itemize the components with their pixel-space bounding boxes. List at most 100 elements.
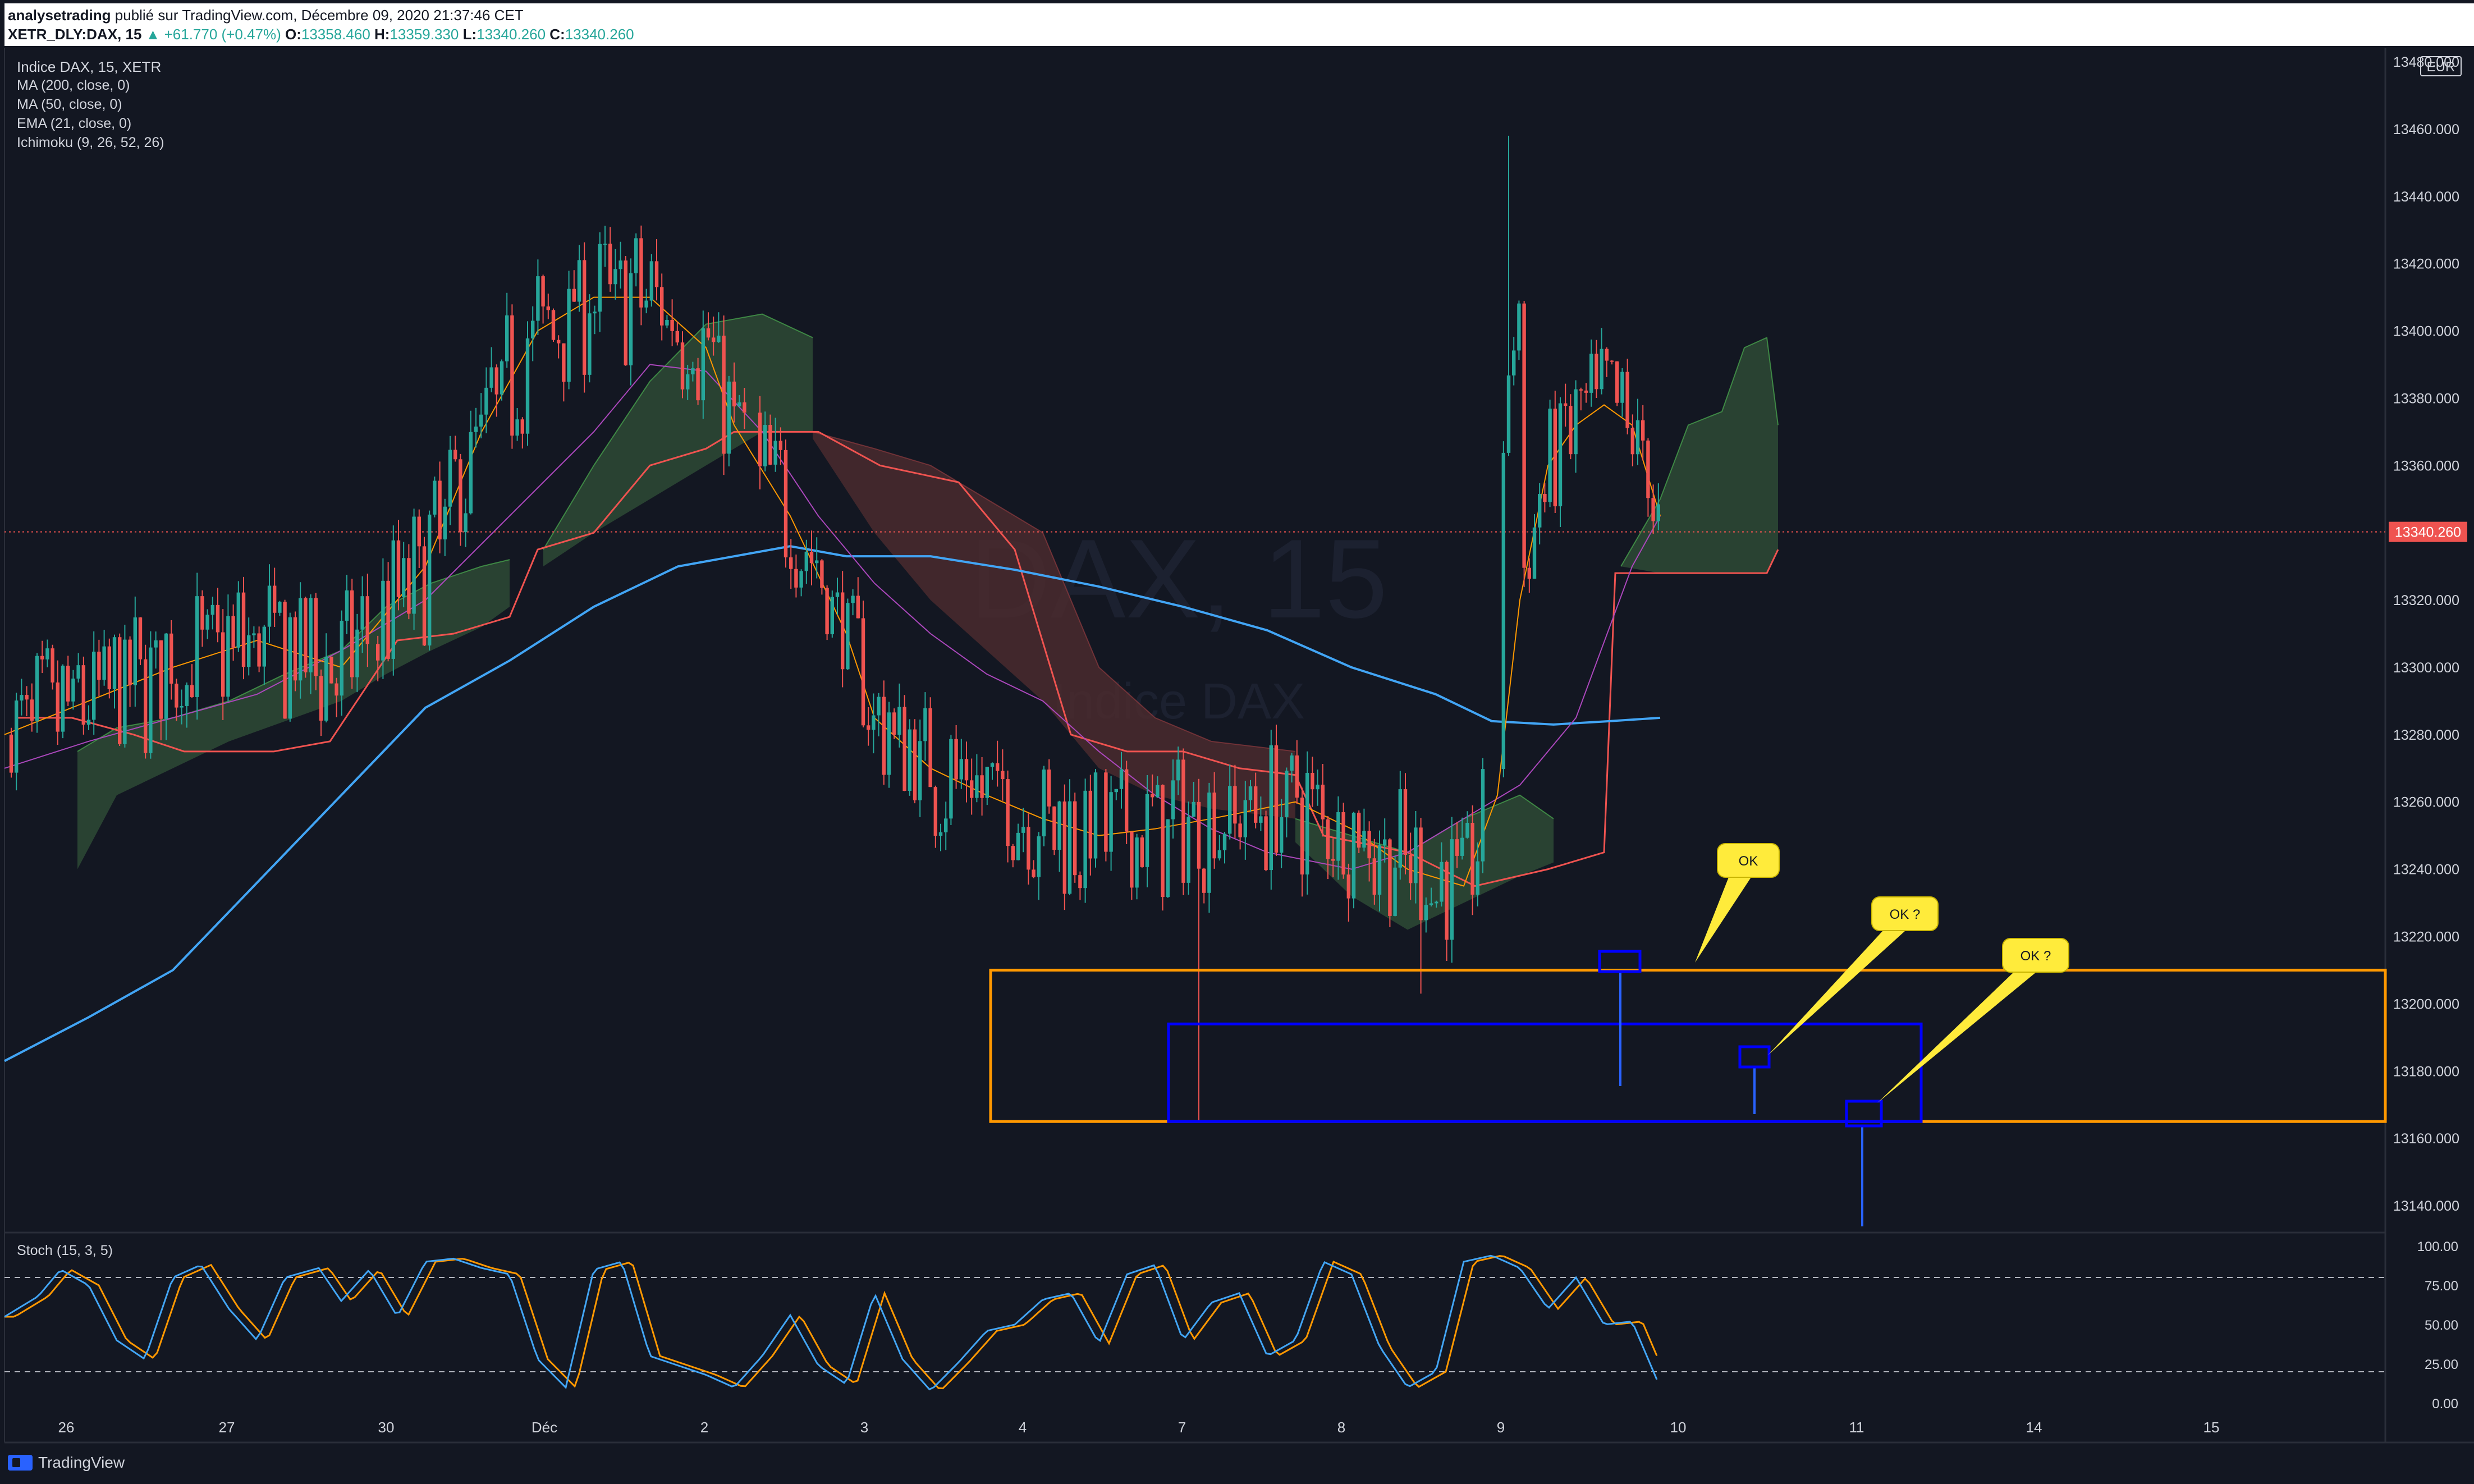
candle-body bbox=[1300, 798, 1304, 875]
low-value: 13340.260 bbox=[477, 26, 546, 43]
indicator-ma200[interactable]: MA (200, close, 0) bbox=[17, 77, 130, 93]
candle-body bbox=[1460, 837, 1464, 856]
candle-body bbox=[1047, 770, 1051, 807]
candle-body bbox=[355, 629, 359, 677]
candle-body bbox=[1595, 354, 1598, 390]
candle bbox=[933, 785, 937, 848]
candle-body bbox=[938, 832, 943, 836]
candle bbox=[1589, 339, 1593, 407]
candle bbox=[913, 719, 917, 804]
candle-body bbox=[205, 615, 209, 630]
last-price-badge-bg bbox=[2389, 521, 2467, 542]
indicator-stoch[interactable]: Stoch (15, 3, 5) bbox=[17, 1243, 113, 1258]
candle bbox=[985, 767, 989, 805]
candle bbox=[1166, 819, 1170, 898]
candle bbox=[1088, 775, 1092, 876]
candle bbox=[1197, 778, 1201, 1122]
candle-body bbox=[1093, 772, 1098, 859]
candle-body bbox=[1305, 772, 1309, 875]
candle-body bbox=[35, 656, 39, 721]
time-axis[interactable]: 26 27 30 Déc 2 3 4 7 8 9 10 11 14 15 bbox=[58, 1419, 2220, 1436]
candle-body bbox=[629, 273, 633, 365]
tradingview-logo[interactable]: TradingView bbox=[8, 1454, 125, 1472]
candle bbox=[1181, 748, 1185, 895]
candle-body bbox=[1429, 903, 1433, 905]
candle bbox=[360, 576, 364, 653]
candle-body bbox=[262, 626, 266, 667]
candle bbox=[908, 719, 911, 796]
candle-body bbox=[1630, 428, 1634, 455]
candle-body bbox=[1569, 406, 1573, 455]
candle bbox=[799, 569, 803, 597]
candle bbox=[314, 593, 318, 690]
candle-body bbox=[345, 590, 349, 621]
candle bbox=[144, 644, 148, 759]
candle bbox=[1248, 780, 1253, 812]
publish-date: publié sur TradingView.com, Décembre 09,… bbox=[111, 7, 524, 24]
indicator-ma50[interactable]: MA (50, close, 0) bbox=[17, 97, 122, 112]
candle bbox=[1595, 340, 1598, 399]
tradingview-logo-icon bbox=[8, 1455, 33, 1471]
candle bbox=[195, 572, 199, 720]
candle-body bbox=[1409, 855, 1413, 883]
annotation-marker bbox=[1598, 950, 1642, 973]
currency-badge[interactable]: EUR bbox=[2420, 56, 2462, 76]
candle-body bbox=[241, 592, 246, 667]
candle-body bbox=[1290, 755, 1294, 771]
candle bbox=[1450, 817, 1454, 963]
candle bbox=[1460, 817, 1464, 860]
candle-body bbox=[1445, 862, 1449, 940]
candle bbox=[1192, 781, 1195, 817]
candle-body bbox=[727, 381, 731, 454]
candle-body bbox=[190, 685, 194, 697]
candle bbox=[1290, 753, 1294, 783]
candle bbox=[768, 414, 772, 465]
annotation-box bbox=[2002, 938, 2069, 973]
cloud-segment-0 bbox=[77, 560, 510, 869]
candle-body bbox=[1527, 567, 1531, 579]
candle bbox=[867, 707, 871, 746]
candle-body bbox=[1197, 801, 1201, 869]
candle-body bbox=[1517, 303, 1521, 351]
candle bbox=[1625, 359, 1629, 434]
author-name[interactable]: analysetrading bbox=[8, 7, 111, 24]
candle bbox=[1620, 368, 1624, 417]
candle-body bbox=[1151, 794, 1154, 798]
annotation-tail bbox=[1877, 972, 2036, 1103]
candle-body bbox=[923, 708, 927, 741]
candle bbox=[102, 629, 106, 686]
candle-body bbox=[722, 336, 726, 454]
candle bbox=[1305, 751, 1309, 895]
candle bbox=[262, 625, 266, 685]
candle bbox=[975, 754, 979, 803]
support-zone-blue bbox=[1167, 1022, 1923, 1123]
candle-body bbox=[216, 604, 220, 633]
candle bbox=[1362, 808, 1366, 851]
candle bbox=[1001, 749, 1005, 801]
candle-body bbox=[520, 419, 524, 434]
candle-body bbox=[1104, 772, 1108, 852]
candle bbox=[1522, 301, 1526, 588]
candle-body bbox=[546, 306, 550, 310]
candle-body bbox=[1579, 389, 1583, 391]
candle-body bbox=[660, 287, 664, 326]
candle-body bbox=[773, 441, 777, 465]
price-tick-label: 13140.000 bbox=[2393, 1198, 2459, 1214]
candle-body bbox=[1068, 801, 1072, 894]
indicator-ema21[interactable]: EMA (21, close, 0) bbox=[17, 116, 132, 131]
candle-body bbox=[226, 616, 230, 697]
price-tick-label: 13300.000 bbox=[2393, 660, 2459, 676]
candle-body bbox=[494, 367, 498, 395]
candle-body bbox=[525, 338, 530, 434]
candle bbox=[40, 640, 44, 674]
ema21-line bbox=[4, 296, 1661, 887]
candle-body bbox=[768, 425, 772, 465]
candle-body bbox=[872, 715, 876, 730]
candle bbox=[1119, 752, 1124, 809]
indicator-ichimoku[interactable]: Ichimoku (9, 26, 52, 26) bbox=[17, 135, 164, 150]
candle bbox=[861, 601, 865, 728]
indicator-title[interactable]: Indice DAX, 15, XETR bbox=[17, 58, 162, 75]
price-axis[interactable]: 13480.00013460.00013440.00013420.0001340… bbox=[2389, 54, 2467, 1214]
